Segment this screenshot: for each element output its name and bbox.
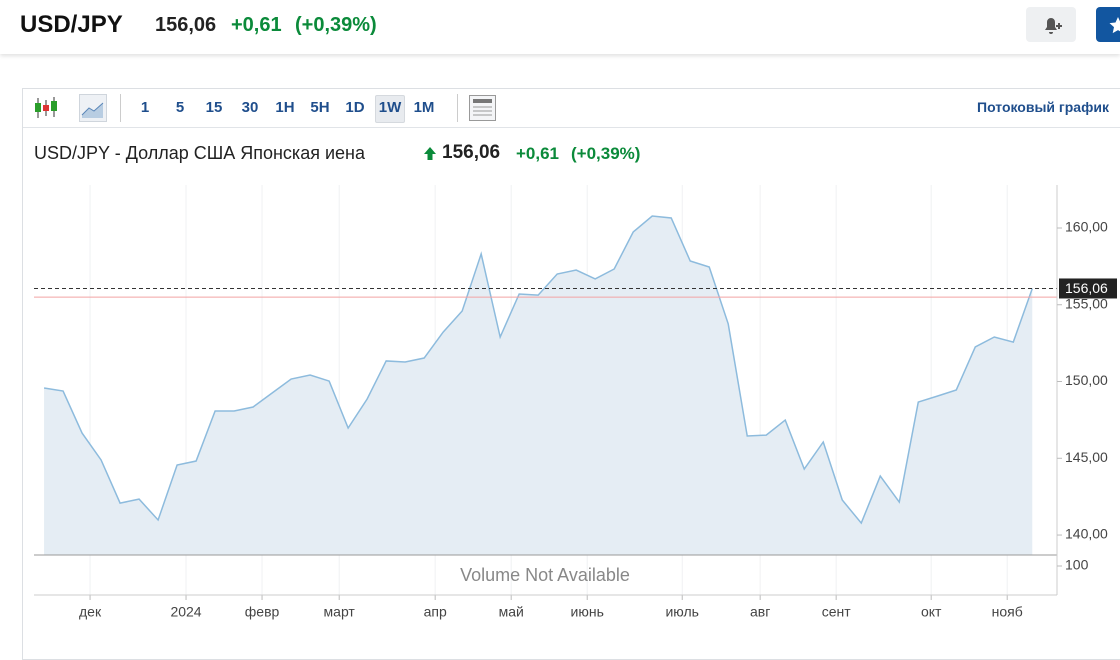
interval-button[interactable]: 5H bbox=[310, 99, 330, 116]
x-tick-label: май bbox=[499, 604, 524, 620]
interval-button[interactable]: 15 bbox=[205, 99, 223, 116]
x-tick-label: март bbox=[324, 604, 356, 620]
y-tick-label: 150,00 bbox=[1065, 372, 1108, 388]
watchlist-button[interactable] bbox=[1096, 7, 1120, 42]
volume-message: Volume Not Available bbox=[460, 565, 630, 585]
candles-icon[interactable] bbox=[32, 95, 60, 121]
last-price-label: 156,06 bbox=[1065, 280, 1108, 296]
y-tick-label: 160,00 bbox=[1065, 219, 1108, 235]
price-line bbox=[43, 215, 1033, 525]
star-icon bbox=[1109, 17, 1120, 34]
price: 156,06 bbox=[155, 14, 217, 36]
header-bar: USD/JPY 156,06 +0,61 (+0,39%) bbox=[0, 0, 1120, 54]
change-percent: (+0,39%) bbox=[295, 14, 377, 36]
x-tick-label: нояб bbox=[992, 604, 1023, 620]
bell-icon bbox=[1045, 18, 1062, 34]
y-tick-label: 140,00 bbox=[1065, 526, 1108, 542]
table-icon[interactable] bbox=[469, 95, 496, 121]
x-tick-label: окт bbox=[921, 604, 942, 620]
streaming-link[interactable]: Потоковый график bbox=[977, 99, 1109, 115]
interval-button[interactable]: 1D bbox=[345, 99, 365, 116]
x-tick-label: авг bbox=[750, 604, 770, 620]
x-tick-label: 2024 bbox=[170, 604, 201, 620]
volume-tick-label: 100 bbox=[1065, 557, 1089, 573]
symbol: USD/JPY bbox=[20, 11, 123, 38]
change: +0,61 bbox=[231, 14, 282, 36]
x-tick-label: апр bbox=[424, 604, 447, 620]
interval-button[interactable]: 1W bbox=[375, 95, 405, 123]
interval-button[interactable]: 1M bbox=[413, 99, 435, 116]
x-tick-label: дек bbox=[79, 604, 102, 620]
x-tick-label: июнь bbox=[571, 604, 604, 620]
y-tick-label: 155,00 bbox=[1065, 295, 1108, 311]
x-tick-label: сент bbox=[822, 604, 852, 620]
y-tick-label: 145,00 bbox=[1065, 449, 1108, 465]
toolbar-divider bbox=[23, 127, 1120, 128]
interval-button[interactable]: 1 bbox=[140, 99, 150, 116]
separator bbox=[457, 94, 458, 122]
interval-button[interactable]: 30 bbox=[241, 99, 259, 116]
separator bbox=[120, 94, 121, 122]
area-fill bbox=[44, 216, 1033, 555]
x-tick-label: июль bbox=[665, 604, 698, 620]
chart-change-percent: (+0,39%) bbox=[571, 144, 641, 163]
interval-button[interactable]: 1H bbox=[275, 99, 295, 116]
x-tick-label: февр bbox=[245, 604, 280, 620]
chart-change: +0,61 bbox=[516, 144, 560, 163]
chart-price: 156,06 bbox=[442, 142, 501, 163]
area-chart-icon[interactable] bbox=[79, 94, 107, 122]
chart-title: USD/JPY - Доллар США Японская иена bbox=[34, 143, 365, 163]
last-price-tag bbox=[1059, 278, 1117, 299]
up-arrow bbox=[424, 147, 436, 160]
alert-button[interactable] bbox=[1026, 7, 1076, 42]
interval-button[interactable]: 5 bbox=[175, 99, 185, 116]
